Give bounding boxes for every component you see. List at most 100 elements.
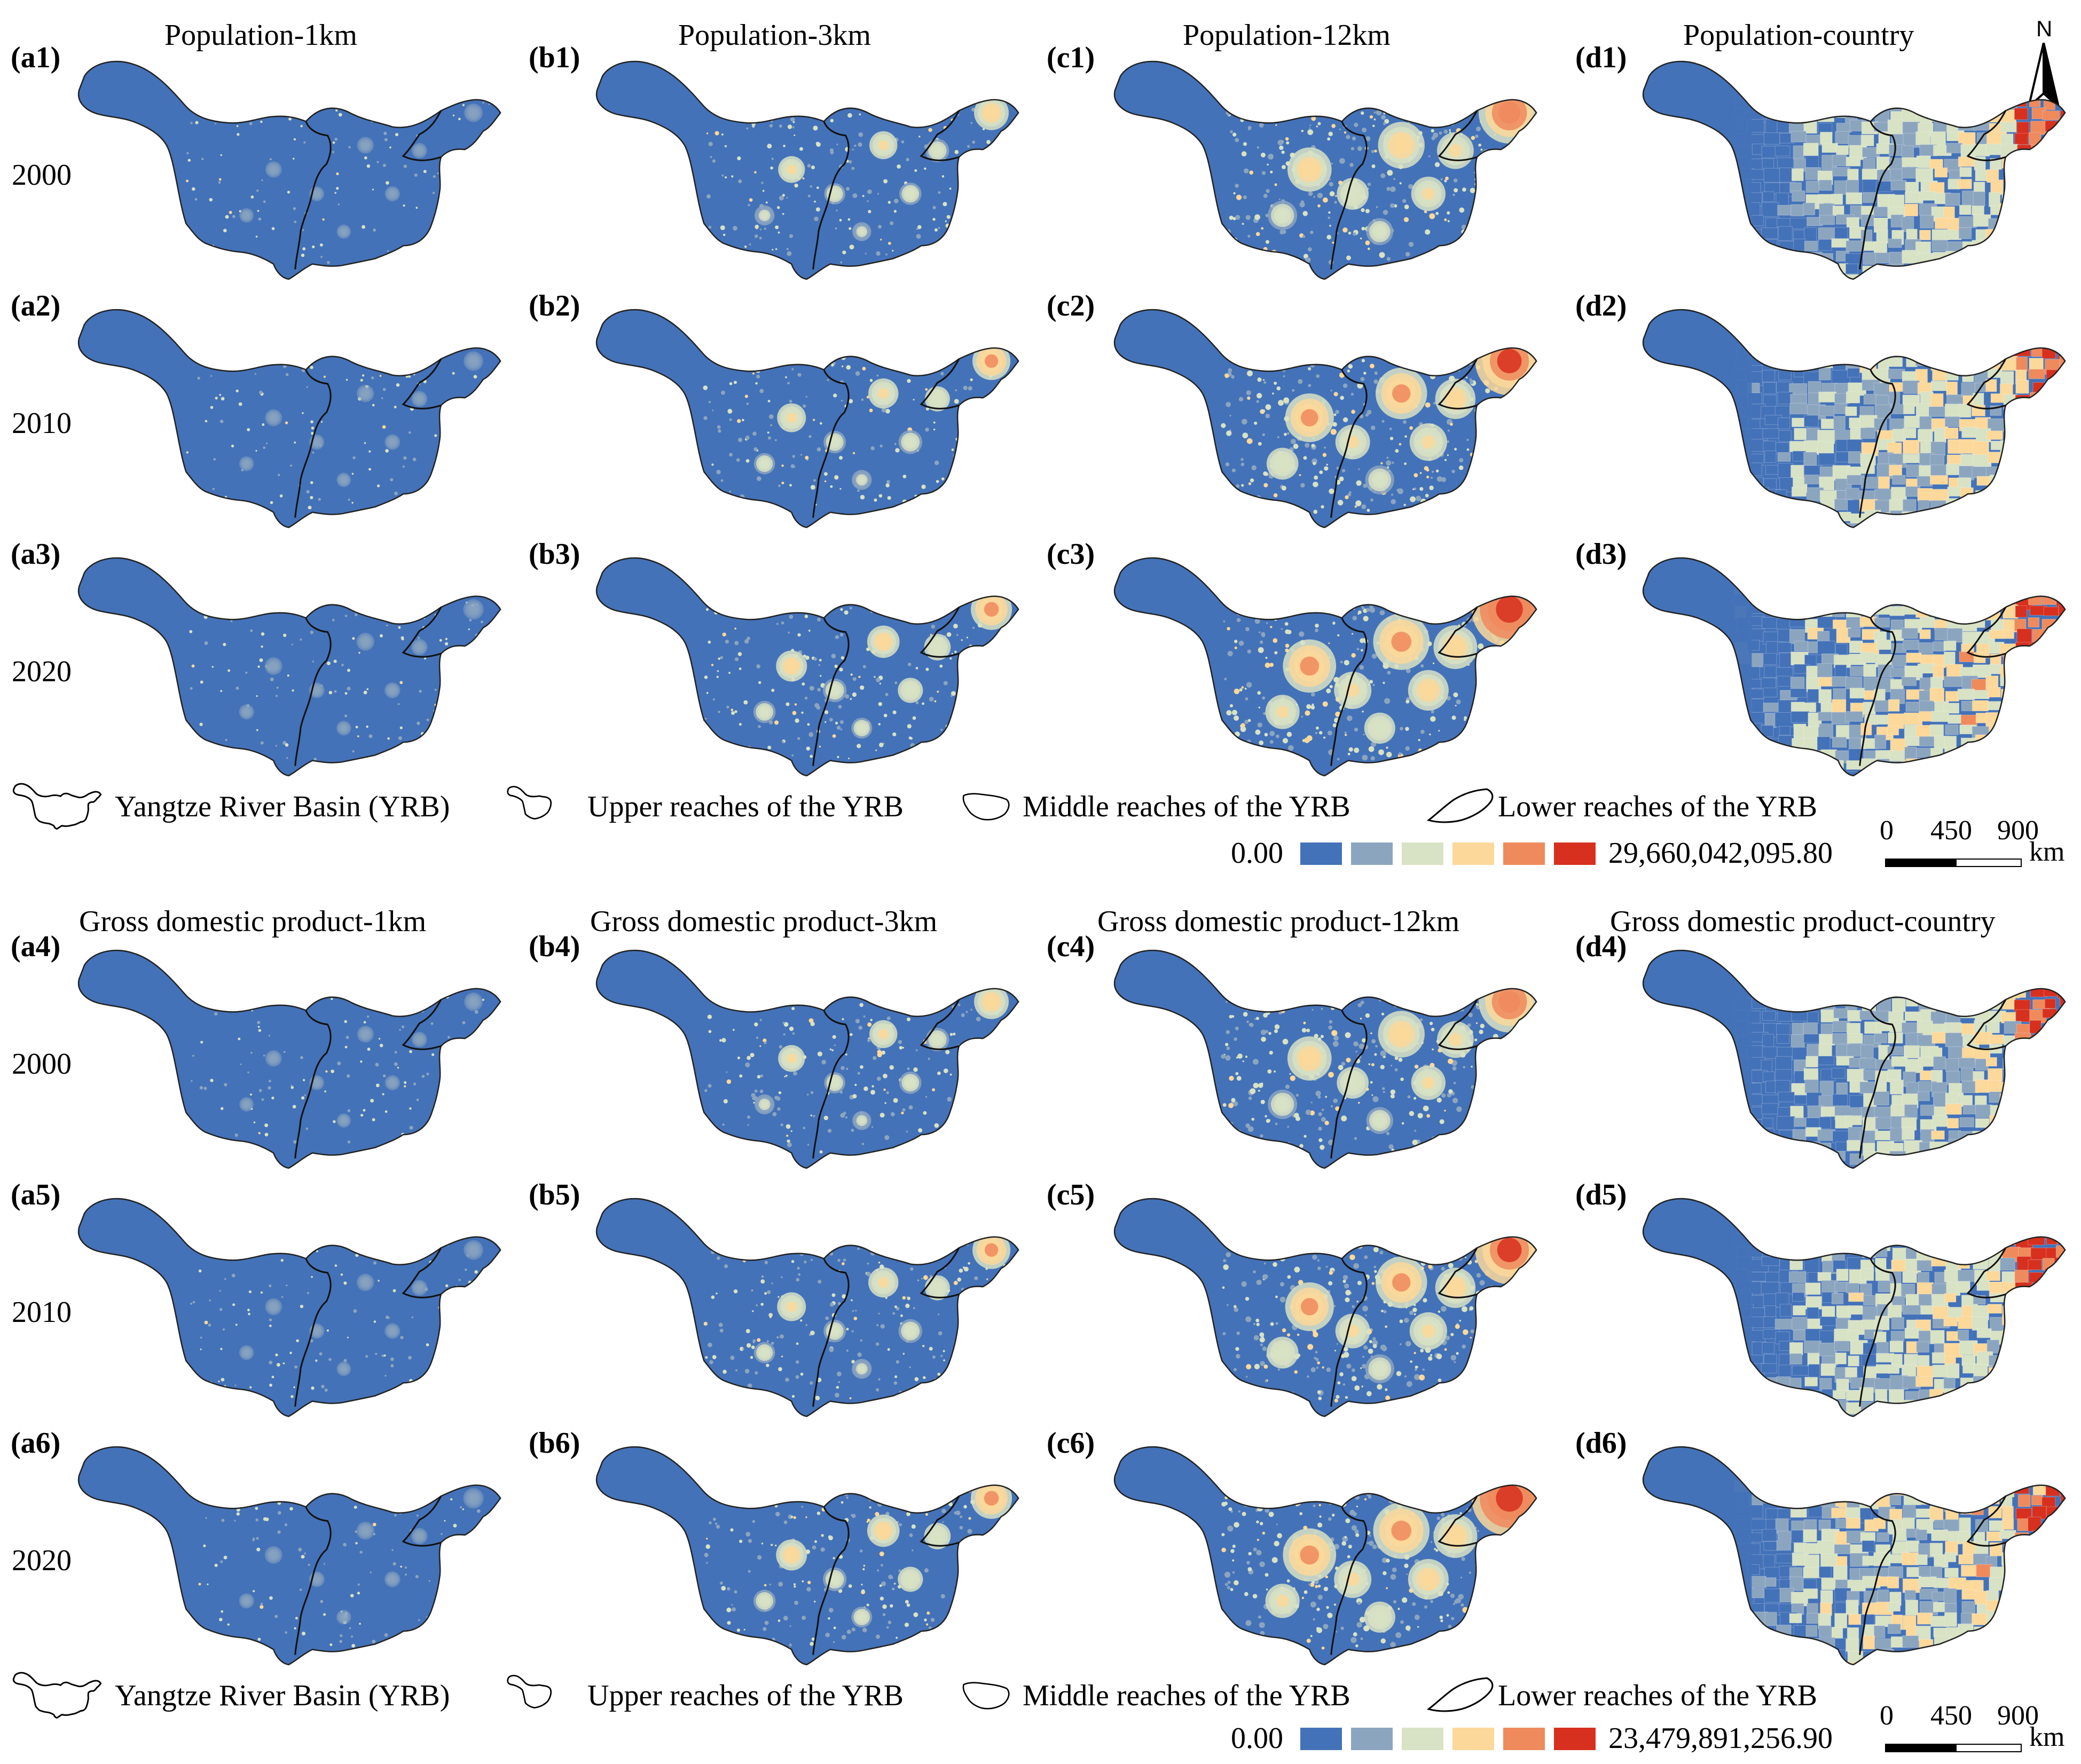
population_section-map-4 — [77, 309, 501, 529]
county-cell — [1761, 227, 1778, 239]
density-point — [1329, 224, 1331, 227]
density-point — [841, 1066, 845, 1070]
density-point — [862, 195, 865, 197]
county-cell — [1776, 976, 1789, 990]
density-point — [1503, 162, 1507, 166]
density-point — [1001, 446, 1006, 450]
density-point — [947, 994, 951, 997]
density-point — [721, 605, 724, 608]
density-point — [1248, 482, 1252, 485]
density-point — [1235, 1072, 1239, 1075]
county-cell — [2056, 332, 2066, 344]
density-point — [1332, 621, 1336, 625]
density-point — [819, 422, 822, 425]
county-cell — [1849, 640, 1863, 653]
density-point — [928, 128, 932, 132]
county-cell — [1831, 760, 1844, 772]
density-point — [1248, 1096, 1252, 1100]
density-point — [484, 1152, 486, 1154]
density-point — [293, 207, 296, 210]
county-cell — [1904, 277, 1920, 279]
density-point — [1373, 118, 1376, 121]
density-point — [1340, 660, 1343, 664]
density-point — [1293, 600, 1297, 603]
county-cell — [2019, 1069, 2033, 1079]
county-cell — [2001, 582, 2015, 597]
county-cell — [1775, 1069, 1793, 1082]
county-cell — [1734, 1119, 1747, 1131]
density-point — [912, 716, 916, 720]
county-cell — [2041, 262, 2056, 277]
density-point — [734, 249, 739, 254]
county-cell — [1918, 1057, 1934, 1067]
density-point — [792, 455, 795, 458]
county-cell — [2060, 975, 2066, 990]
density-point — [774, 1096, 779, 1100]
density-point — [802, 177, 805, 180]
density-point — [868, 210, 871, 214]
county-cell — [1763, 382, 1777, 395]
density-point — [1239, 749, 1243, 753]
county-cell — [1734, 230, 1750, 243]
county-cell — [1878, 96, 1892, 111]
county-cell — [1958, 276, 1970, 279]
density-point — [379, 634, 383, 637]
density-point — [1283, 397, 1290, 404]
density-point — [1370, 1032, 1372, 1035]
density-point — [1456, 699, 1461, 705]
density-point — [268, 1086, 271, 1090]
density-point — [212, 487, 215, 490]
county-cell — [1943, 703, 1960, 714]
county-cell — [1804, 227, 1817, 243]
density-point — [1407, 1003, 1409, 1005]
density-point — [1441, 477, 1447, 482]
county-cell — [1832, 605, 1845, 617]
county-cell — [2031, 144, 2048, 154]
density-point — [785, 1074, 788, 1077]
density-point — [874, 498, 877, 502]
county-cell — [1847, 1010, 1862, 1022]
density-point — [835, 227, 837, 230]
county-cell — [2029, 155, 2044, 167]
county-cell — [1862, 773, 1875, 776]
county-cell — [1976, 985, 1992, 999]
density-point — [1460, 355, 1465, 361]
county-cell — [1903, 380, 1920, 394]
density-point — [954, 399, 959, 404]
density-point — [1461, 224, 1467, 230]
density-point — [1265, 404, 1271, 410]
county-cell — [1761, 725, 1774, 737]
population_section-map-3 — [1642, 60, 2066, 280]
county-cell — [1804, 345, 1822, 360]
density-point — [866, 396, 869, 399]
county-cell — [1777, 158, 1794, 169]
hotspot — [787, 1053, 797, 1064]
hotspot — [1449, 144, 1462, 158]
density-point — [767, 745, 772, 750]
density-point — [290, 1086, 294, 1089]
density-point — [481, 1077, 485, 1081]
county-cell — [2029, 655, 2045, 666]
density-point — [190, 687, 193, 690]
density-point — [1434, 755, 1438, 760]
density-point — [791, 349, 794, 352]
county-cell — [1989, 747, 2005, 761]
population_section-year-label: 2000 — [12, 159, 72, 192]
county-cell — [1835, 439, 1848, 452]
county-cell — [1944, 676, 1962, 687]
density-point — [1367, 101, 1371, 106]
density-point — [1286, 432, 1290, 435]
density-point — [1428, 503, 1432, 508]
density-point — [1274, 381, 1277, 385]
density-point — [1259, 648, 1264, 653]
density-point — [1229, 1014, 1233, 1019]
density-point — [1505, 1080, 1511, 1085]
density-point — [1244, 688, 1247, 690]
county-cell — [2032, 1155, 2050, 1165]
county-cell — [2000, 476, 2015, 492]
density-point — [1450, 422, 1453, 426]
density-point — [787, 382, 790, 385]
density-point — [794, 134, 796, 136]
density-point — [1448, 1089, 1453, 1094]
county-cell — [1763, 274, 1779, 279]
